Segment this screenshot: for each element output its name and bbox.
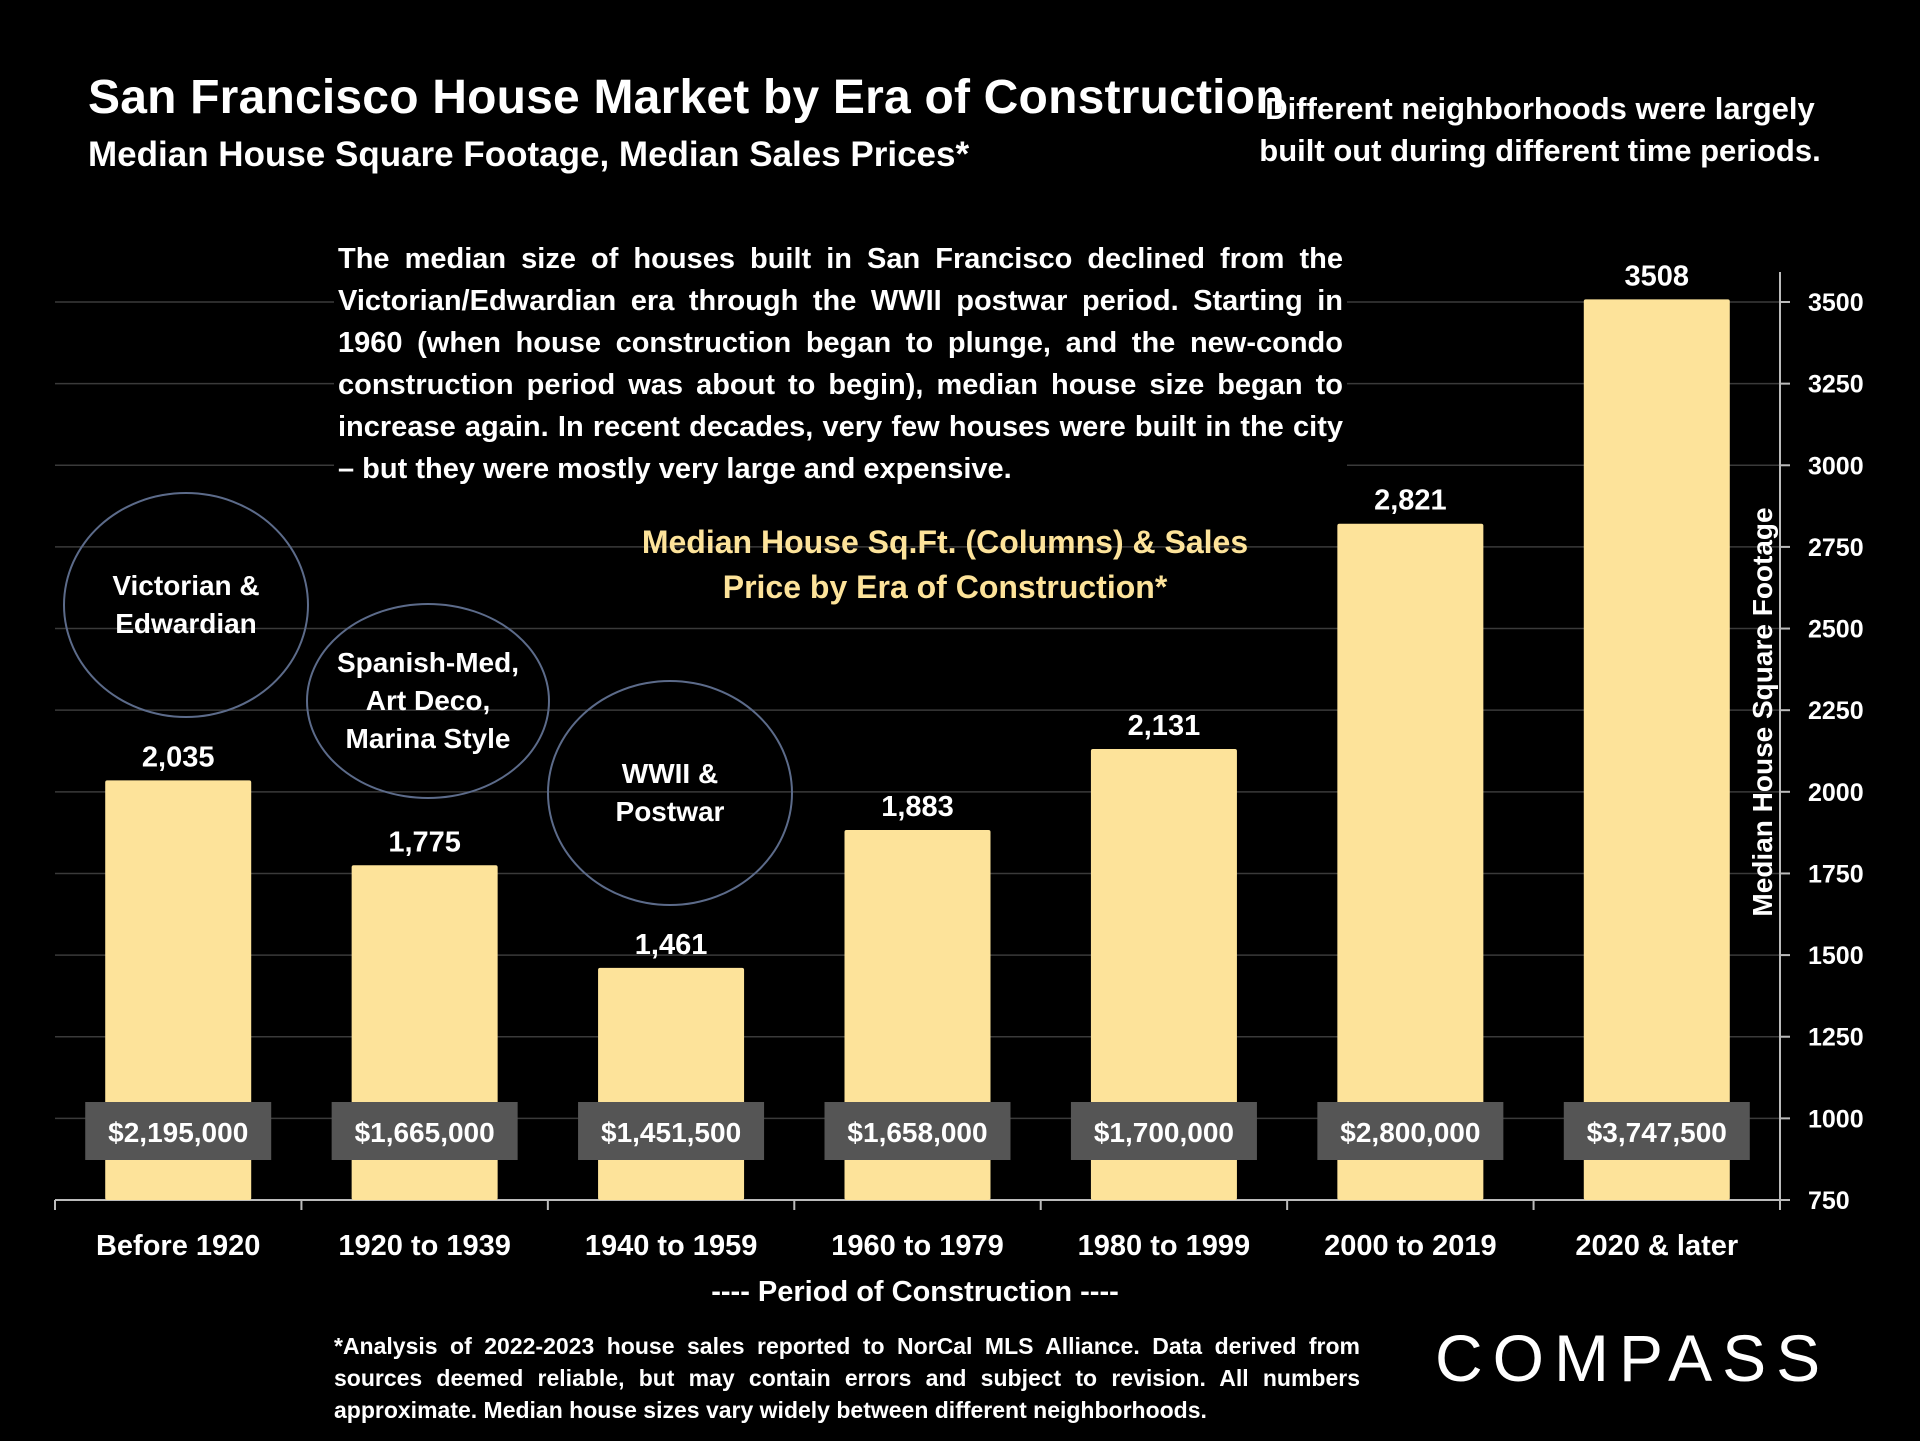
category-label: 1960 to 1979 xyxy=(831,1230,1004,1262)
price-label: $1,665,000 xyxy=(355,1117,495,1148)
bar xyxy=(1090,749,1237,1200)
page-title: San Francisco House Market by Era of Con… xyxy=(88,71,1285,124)
y-tick-label: 3500 xyxy=(1808,289,1864,317)
era-label: WWII & Postwar xyxy=(615,758,725,827)
price-box xyxy=(578,1102,765,1160)
price-box xyxy=(1563,1102,1750,1160)
category-label: 1940 to 1959 xyxy=(585,1230,758,1262)
price-label: $2,195,000 xyxy=(108,1117,248,1148)
category-label: 2000 to 2019 xyxy=(1324,1230,1497,1262)
era-label: Victorian & Edwardian xyxy=(112,570,260,639)
era-circle-spanish-med: Spanish-Med, Art Deco, Marina Style xyxy=(306,603,550,799)
bar xyxy=(1337,523,1484,1200)
price-box xyxy=(824,1102,1011,1160)
category-label: Before 1920 xyxy=(96,1230,260,1262)
y-tick-label: 750 xyxy=(1808,1187,1850,1215)
price-box xyxy=(85,1102,272,1160)
chart-title: Median House Sq.Ft. (Columns) & Sales Pr… xyxy=(641,524,1249,605)
bar xyxy=(105,780,252,1200)
bar xyxy=(598,967,745,1200)
price-label: $1,658,000 xyxy=(847,1117,987,1148)
y-tick-label: 1750 xyxy=(1808,860,1864,888)
bar-value-label: 2,035 xyxy=(142,741,215,773)
price-label: $2,800,000 xyxy=(1340,1117,1480,1148)
y-tick-label: 3250 xyxy=(1808,371,1864,399)
price-box xyxy=(1070,1102,1257,1160)
era-circle-victorian: Victorian & Edwardian xyxy=(63,492,309,718)
bar-value-label: 2,131 xyxy=(1128,710,1201,742)
price-box xyxy=(331,1102,518,1160)
y-tick-label: 3000 xyxy=(1808,452,1864,480)
x-axis-title: ---- Period of Construction ---- xyxy=(711,1276,1119,1308)
bar-value-label: 3508 xyxy=(1625,260,1690,292)
y-tick-label: 2000 xyxy=(1808,779,1864,807)
price-label: $3,747,500 xyxy=(1587,1117,1727,1148)
footnote: *Analysis of 2022-2023 house sales repor… xyxy=(334,1333,1360,1423)
bar-value-label: 1,883 xyxy=(881,791,954,823)
era-label: Spanish-Med, Art Deco, Marina Style xyxy=(336,647,519,754)
price-label: $1,700,000 xyxy=(1094,1117,1234,1148)
y-axis-title: Median House Square Footage xyxy=(1747,507,1778,916)
bar-value-label: 1,461 xyxy=(635,929,708,961)
bar-value-label: 2,821 xyxy=(1374,485,1447,517)
y-tick-label: 2250 xyxy=(1808,697,1864,725)
description-paragraph: The median size of houses built in San F… xyxy=(334,238,1347,490)
category-label: 1980 to 1999 xyxy=(1078,1230,1251,1262)
y-tick-label: 1250 xyxy=(1808,1024,1864,1052)
page-subtitle: Median House Square Footage, Median Sale… xyxy=(88,135,970,174)
y-tick-label: 2500 xyxy=(1808,616,1864,644)
y-tick-label: 1000 xyxy=(1808,1105,1864,1133)
price-label: $1,451,500 xyxy=(601,1117,741,1148)
compass-logo: COMPASS xyxy=(1435,1321,1831,1395)
bar-value-label: 1,775 xyxy=(388,826,461,858)
price-box xyxy=(1317,1102,1504,1160)
y-tick-label: 2750 xyxy=(1808,534,1864,562)
y-tick-label: 1500 xyxy=(1808,942,1864,970)
era-circle-wwii: WWII & Postwar xyxy=(547,680,793,906)
category-label: 1920 to 1939 xyxy=(338,1230,511,1262)
bar xyxy=(1583,299,1730,1200)
side-note: Different neighborhoods were largely bui… xyxy=(1259,91,1821,168)
category-label: 2020 & later xyxy=(1575,1230,1738,1262)
